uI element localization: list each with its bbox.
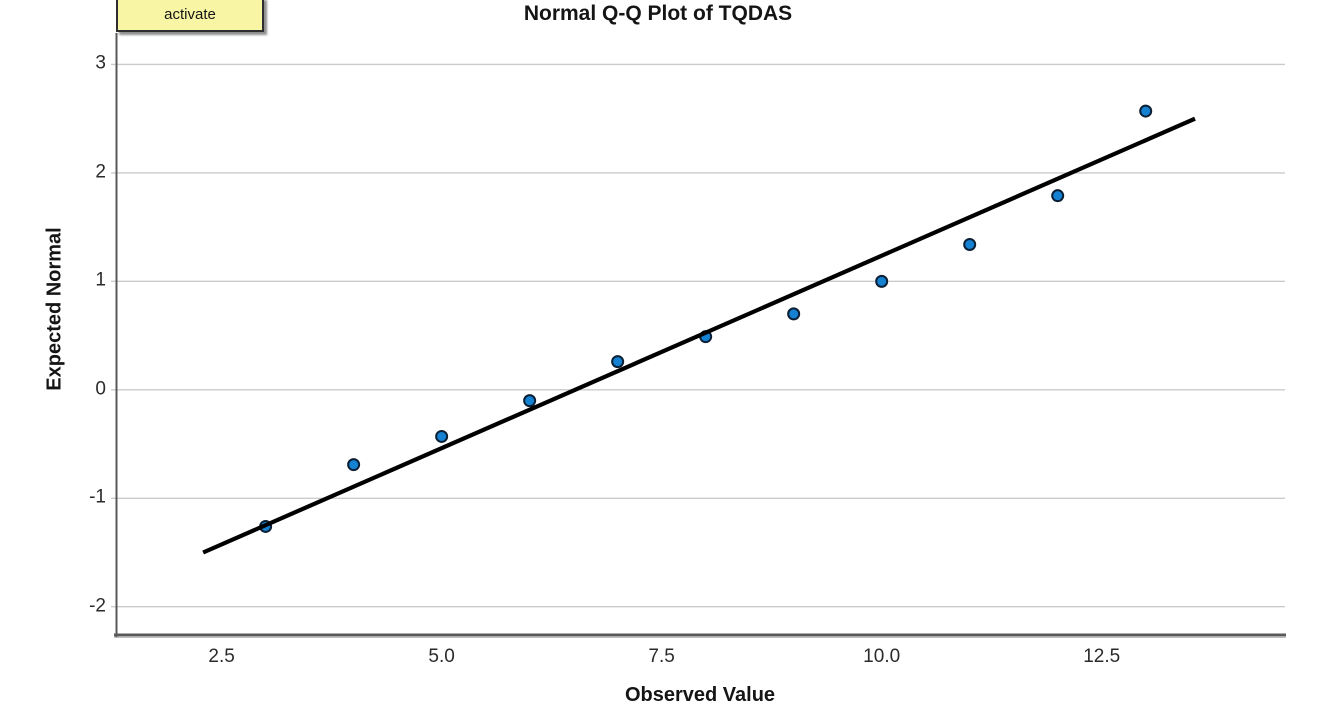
data-point (347, 458, 361, 472)
activate-button-label: activate (164, 6, 216, 23)
data-point (787, 307, 801, 321)
activate-button[interactable]: activate (116, 0, 264, 32)
data-point (1139, 104, 1153, 118)
y-tick-label-3: 3 (95, 52, 106, 74)
y-tick-label--1: -1 (89, 486, 106, 508)
x-tick-label-5.0: 5.0 (428, 646, 455, 667)
y-axis-title: Expected Normal (43, 227, 66, 391)
data-point (611, 355, 625, 369)
x-tick-label-2.5: 2.5 (208, 646, 235, 667)
y-tick-label-1: 1 (95, 269, 106, 291)
data-point (435, 429, 449, 443)
x-axis-title: Observed Value (624, 684, 776, 706)
x-tick-label-7.5: 7.5 (648, 646, 675, 667)
x-tick-label-12.5: 12.5 (1083, 646, 1121, 667)
y-tick-label--2: -2 (89, 595, 106, 617)
x-tick-label-10.0: 10.0 (863, 646, 901, 667)
data-point (523, 394, 537, 408)
y-tick-label-0: 0 (95, 378, 106, 400)
data-point (1051, 189, 1065, 203)
data-point (875, 274, 889, 288)
chart-title: Normal Q-Q Plot of TQDAS (523, 2, 793, 25)
y-tick-label-2: 2 (95, 161, 106, 183)
data-point (963, 237, 977, 251)
fit-line (202, 116, 1196, 555)
